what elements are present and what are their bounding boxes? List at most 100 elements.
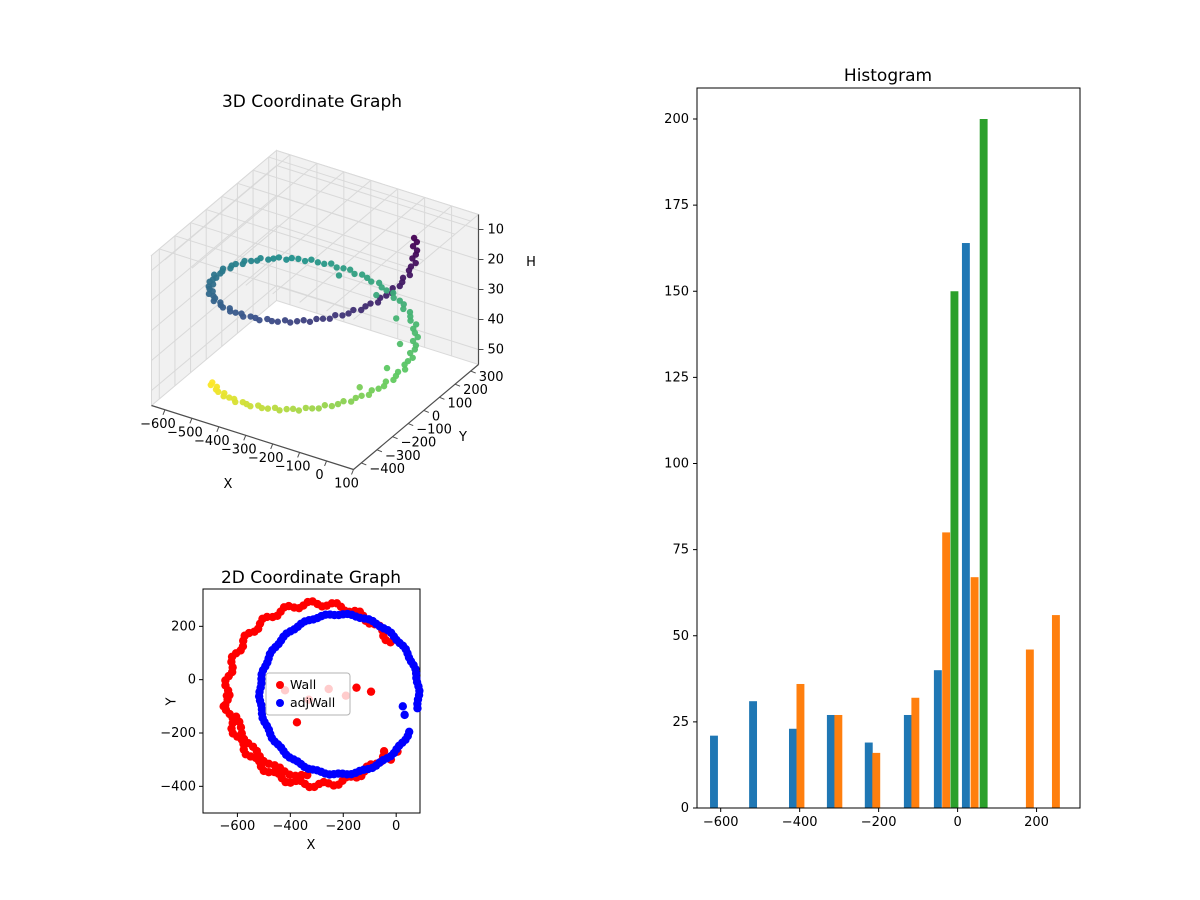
tick-mark xyxy=(470,370,476,374)
scatter3d-point xyxy=(308,256,315,263)
scatter3d-point xyxy=(221,389,228,397)
scatter3d-point xyxy=(271,404,279,412)
histogram-bar xyxy=(796,683,805,808)
grid-line xyxy=(276,225,479,290)
axis-line xyxy=(151,404,354,471)
tick-label: 30 xyxy=(488,283,505,298)
tick-mark xyxy=(392,436,398,440)
histogram-bar xyxy=(933,670,942,808)
scatter3d-point xyxy=(328,260,335,267)
scatter3d-point xyxy=(409,255,416,262)
scatter3d-point xyxy=(264,315,271,323)
scatter-point xyxy=(404,727,414,736)
tick-label: −400 xyxy=(272,819,308,834)
legend-marker xyxy=(276,699,284,707)
tick-label: 50 xyxy=(488,343,505,358)
grid-line xyxy=(151,195,277,301)
tick-label: 200 xyxy=(171,619,196,634)
tick-label: −400 xyxy=(369,462,405,477)
scatter3d-point xyxy=(351,270,358,278)
tick-mark xyxy=(243,435,247,441)
scatter3d-point xyxy=(414,333,421,341)
scatter3d-point xyxy=(389,285,396,292)
grid-line xyxy=(268,156,471,222)
grid-line xyxy=(272,188,399,295)
scatter3d-point xyxy=(396,340,404,348)
histogram-bar xyxy=(788,728,797,808)
scatter3d-point xyxy=(411,346,419,353)
histogram-bar xyxy=(979,119,988,809)
tick-label: 75 xyxy=(672,543,689,558)
tick-label: 300 xyxy=(479,370,504,385)
scatter3d-point xyxy=(380,382,388,390)
grid-line xyxy=(276,285,479,350)
tick-label: −300 xyxy=(385,449,421,464)
scatter-point xyxy=(352,683,361,692)
scatter3d-point xyxy=(347,398,355,405)
axis-line xyxy=(353,364,479,470)
scatter-point xyxy=(291,771,300,780)
tick-label: −400 xyxy=(782,815,818,830)
scatter3d-point xyxy=(230,395,238,403)
histogram-bar xyxy=(710,735,718,808)
scatter3d-point xyxy=(334,400,342,408)
tick-mark xyxy=(270,443,274,450)
tick-label: 0 xyxy=(315,468,323,483)
scatter3d-point xyxy=(373,291,380,299)
scatter3d-point xyxy=(313,315,320,323)
scatter3d-point xyxy=(413,238,421,246)
scatter3d-point xyxy=(363,274,371,282)
scatter3d-point xyxy=(383,287,390,294)
scatter3d-point xyxy=(219,265,227,272)
histogram-bar xyxy=(950,291,959,808)
grid-line xyxy=(326,205,452,312)
tick-label: 25 xyxy=(672,715,689,730)
scatter3d-point xyxy=(293,318,301,325)
histogram-bar xyxy=(834,714,843,808)
2d-coordinate-graph: −600 −400 −200 0 200 0 −200 −400 Wall adjWall xyxy=(160,588,424,834)
histogram-bar xyxy=(903,714,912,808)
tick-mark xyxy=(361,462,367,466)
tick-label: 200 xyxy=(1024,815,1049,830)
scatter3d-point xyxy=(288,254,295,262)
tick-label: 125 xyxy=(664,370,689,385)
scatter3d-point xyxy=(400,301,407,308)
scatter3d-point xyxy=(335,272,343,279)
grid-line xyxy=(218,171,345,278)
scatter3d-point xyxy=(295,407,303,414)
scatter3d-point xyxy=(226,305,233,312)
scatter3d-point xyxy=(321,402,329,409)
scatter-point xyxy=(400,710,409,720)
tick-mark xyxy=(439,396,445,400)
scatter3d-point xyxy=(247,257,255,265)
scatter3d-point xyxy=(210,271,218,278)
scatter3d-point xyxy=(390,376,397,384)
scatter3d-point xyxy=(401,361,408,368)
scatter3d-point xyxy=(358,392,365,399)
2d-yaxis-label: Y xyxy=(164,697,180,706)
grid-line xyxy=(151,285,277,391)
scatter3d-point xyxy=(367,300,374,307)
scatter3d-point xyxy=(319,315,327,322)
scatter3d-point xyxy=(383,292,390,299)
scatter3d-point xyxy=(274,318,282,325)
grid-line xyxy=(190,222,393,288)
grid-line xyxy=(206,209,409,275)
tick-label: −200 xyxy=(160,726,196,741)
tick-label: 0 xyxy=(188,673,196,688)
grid-line xyxy=(174,235,378,301)
scatter3d-point xyxy=(301,257,309,265)
tick-label: −200 xyxy=(248,451,284,466)
scatter3d-point xyxy=(406,349,414,357)
histogram-bar xyxy=(872,752,881,808)
scatter3d-point xyxy=(239,398,247,406)
tick-mark xyxy=(376,449,383,453)
scatter3d-point xyxy=(300,317,307,324)
scatter3d-point xyxy=(393,315,400,322)
scatter3d-point xyxy=(264,405,272,412)
grid-line xyxy=(221,195,424,261)
scatter-point xyxy=(297,770,306,780)
scatter3d-point xyxy=(374,299,382,306)
scatter3d-point xyxy=(265,256,272,263)
